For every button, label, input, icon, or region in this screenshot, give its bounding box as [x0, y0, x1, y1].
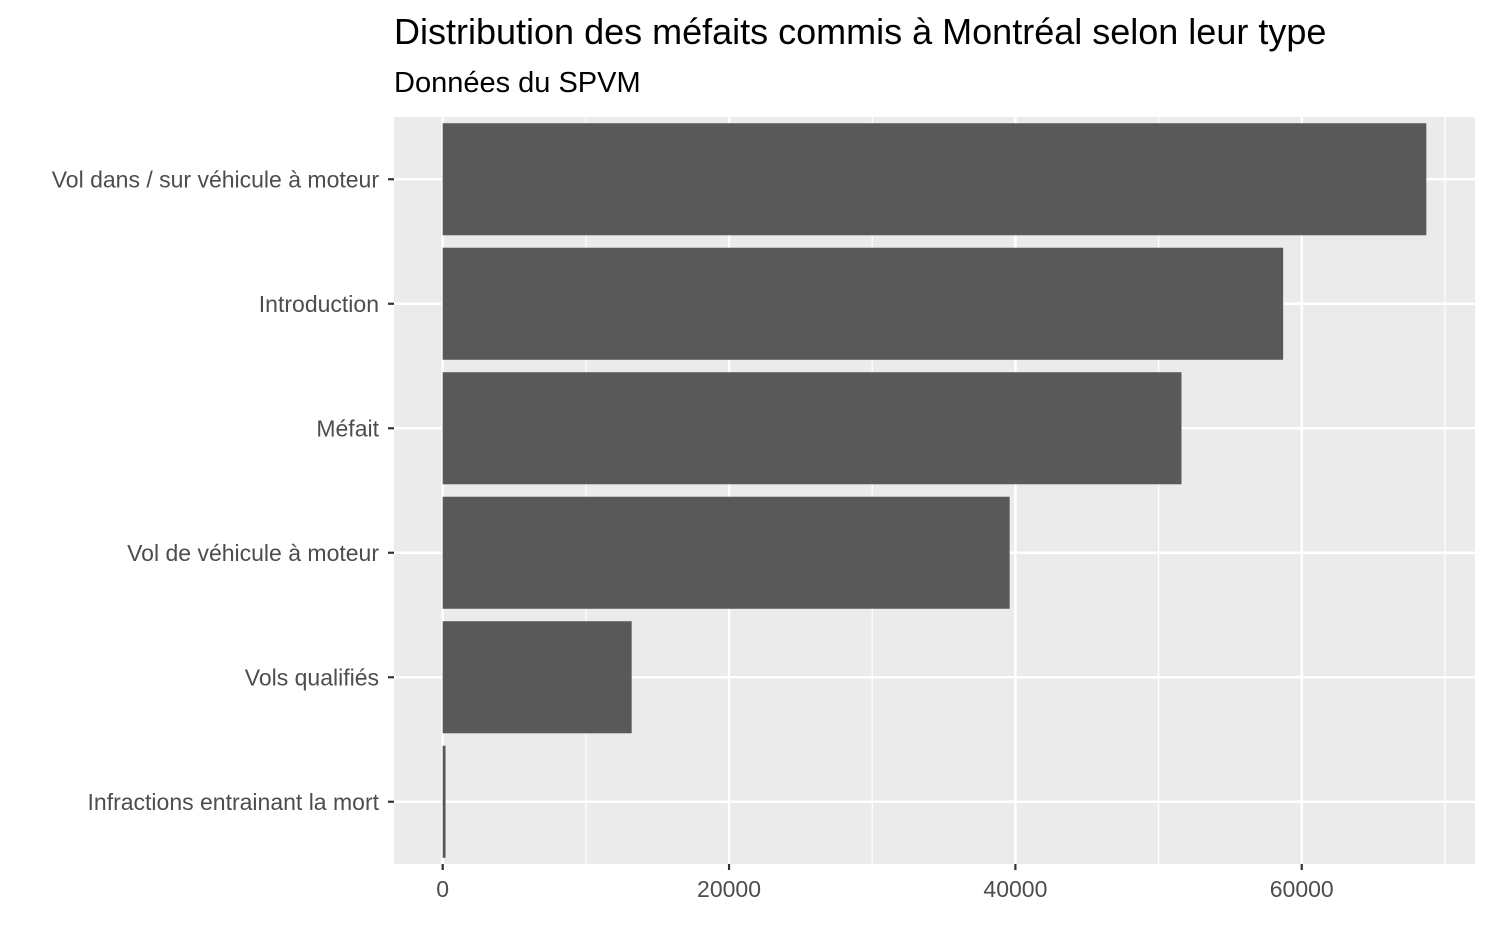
bar [442, 372, 1182, 485]
y-tick-label: Introduction [259, 291, 379, 317]
bars-group [442, 123, 1427, 858]
chart-title: Distribution des méfaits commis à Montré… [394, 11, 1326, 52]
grid-minor [585, 117, 1446, 864]
chart-subtitle: Données du SPVM [394, 67, 641, 99]
y-tick-label: Vol de véhicule à moteur [127, 540, 379, 566]
x-tick-label: 40000 [983, 876, 1047, 902]
x-tick-label: 60000 [1270, 876, 1334, 902]
bar [442, 496, 1010, 609]
bar [442, 621, 632, 734]
x-axis: 0 20000 40000 60000 [436, 864, 1334, 902]
y-tick-label: Vol dans / sur véhicule à moteur [52, 166, 380, 192]
bar [442, 247, 1284, 360]
y-axis: Vol dans / sur véhicule à moteur Introduc… [52, 166, 394, 815]
x-tick-label: 0 [436, 876, 449, 902]
bar [442, 745, 446, 858]
y-tick-label: Vols qualifiés [245, 664, 379, 690]
x-tick-label: 20000 [697, 876, 761, 902]
bar [442, 123, 1427, 236]
y-tick-label: Infractions entrainant la mort [88, 789, 380, 815]
plot-panel [394, 117, 1475, 864]
y-tick-label: Méfait [316, 415, 379, 441]
